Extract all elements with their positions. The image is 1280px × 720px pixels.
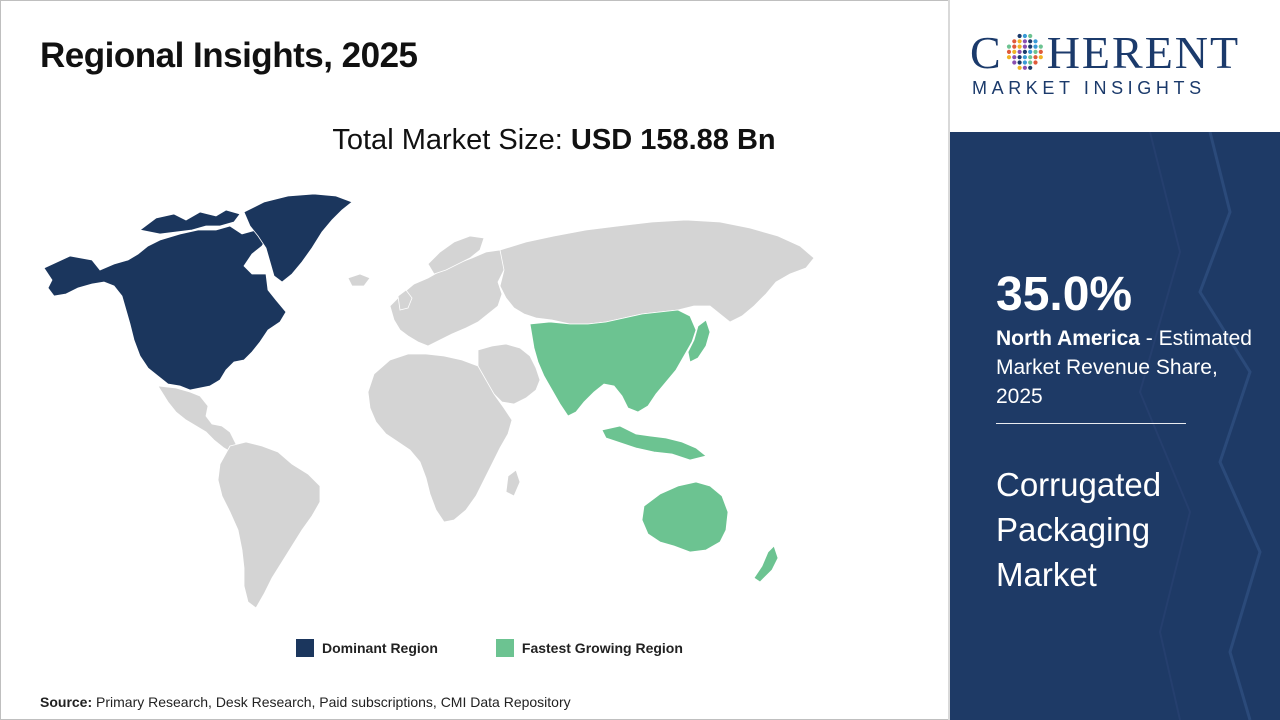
insight-panel: 35.0% North America - Estimated Market R… bbox=[950, 132, 1280, 720]
globe-dot bbox=[1017, 65, 1022, 70]
region-south-america bbox=[217, 441, 321, 609]
region-new-zealand bbox=[753, 545, 779, 583]
globe-dot bbox=[1033, 39, 1038, 44]
globe-dot bbox=[1017, 49, 1022, 54]
source-note: Source: Primary Research, Desk Research,… bbox=[40, 694, 571, 710]
globe-dot bbox=[1027, 39, 1032, 44]
panel-divider-line bbox=[996, 423, 1186, 424]
globe-dot bbox=[1017, 55, 1022, 60]
region-greenland bbox=[243, 193, 353, 283]
world-map bbox=[43, 193, 815, 609]
region-madagascar bbox=[505, 469, 521, 497]
globe-dot bbox=[1033, 55, 1038, 60]
region-russia bbox=[499, 219, 815, 325]
globe-dot bbox=[1006, 55, 1011, 60]
map-legend: Dominant Region Fastest Growing Region bbox=[296, 639, 741, 657]
region-mexico-central-america bbox=[157, 385, 243, 455]
globe-dot bbox=[1006, 44, 1011, 49]
globe-dot bbox=[1033, 60, 1038, 65]
globe-dot bbox=[1027, 44, 1032, 49]
share-region: North America bbox=[996, 327, 1140, 350]
source-label: Source: bbox=[40, 694, 93, 710]
region-japan bbox=[687, 319, 711, 363]
globe-dot bbox=[1017, 44, 1022, 49]
globe-dot bbox=[1027, 55, 1032, 60]
legend-item-fastest: Fastest Growing Region bbox=[495, 639, 683, 657]
globe-dot bbox=[1011, 39, 1017, 44]
source-text: Primary Research, Desk Research, Paid su… bbox=[92, 694, 571, 710]
globe-dot bbox=[1017, 39, 1022, 44]
globe-dot bbox=[1011, 60, 1017, 65]
panel-texture bbox=[1138, 132, 1262, 720]
globe-dot bbox=[1027, 33, 1032, 39]
market-name: Corrugated Packaging Market bbox=[996, 466, 1162, 593]
region-asia-pacific bbox=[529, 309, 697, 417]
legend-item-dominant: Dominant Region bbox=[296, 639, 438, 657]
globe-dot bbox=[1022, 55, 1027, 60]
globe-dot bbox=[1017, 60, 1022, 65]
region-north-america bbox=[43, 225, 287, 391]
market-size-value: USD 158.88 Bn bbox=[570, 124, 776, 156]
market-size-label: Total Market Size: bbox=[332, 124, 571, 156]
legend-label-fastest: Fastest Growing Region bbox=[521, 640, 683, 656]
legend-swatch-fastest bbox=[495, 639, 514, 657]
share-description: North America - Estimated Market Revenue… bbox=[996, 324, 1266, 411]
globe-dot bbox=[1027, 49, 1032, 54]
content-area: Regional Insights, 2025 Total Market Siz… bbox=[0, 36, 948, 710]
logo-wordmark: C HERENT bbox=[970, 30, 1240, 76]
legend-label-dominant: Dominant Region bbox=[322, 640, 438, 656]
region-africa bbox=[367, 353, 513, 523]
globe-dots-icon bbox=[1006, 33, 1043, 70]
globe-dot bbox=[1006, 49, 1011, 54]
region-arctic-islands bbox=[139, 209, 241, 235]
legend-swatch-dominant bbox=[296, 639, 314, 657]
globe-dot bbox=[1011, 49, 1017, 54]
globe-dot bbox=[1038, 49, 1043, 54]
region-southeast-asia-islands bbox=[601, 425, 707, 461]
globe-dot bbox=[1022, 49, 1027, 54]
market-size: Total Market Size: USD 158.88 Bn bbox=[0, 124, 948, 157]
logo: C HERENT MARKET INSIGHTS bbox=[950, 0, 1280, 132]
globe-dot bbox=[1022, 39, 1027, 44]
share-value: 35.0% bbox=[996, 268, 1133, 321]
globe-dot bbox=[1033, 49, 1038, 54]
panel-divider bbox=[948, 0, 950, 720]
share-desc-text: - Estimated Market Revenue Share, 2025 bbox=[996, 327, 1252, 408]
globe-dot bbox=[1022, 60, 1027, 65]
globe-dot bbox=[1033, 44, 1038, 49]
globe-dot bbox=[1022, 33, 1027, 39]
region-scandinavia bbox=[427, 235, 485, 275]
globe-dot bbox=[1011, 44, 1017, 49]
globe-dot bbox=[1011, 55, 1017, 60]
logo-letter-c: C bbox=[970, 27, 1003, 78]
globe-dot bbox=[1027, 65, 1032, 70]
globe-dot bbox=[1027, 60, 1032, 65]
region-australia bbox=[641, 481, 729, 553]
globe-dot bbox=[1022, 65, 1027, 70]
globe-dot bbox=[1017, 33, 1022, 39]
logo-tagline: MARKET INSIGHTS bbox=[972, 78, 1206, 98]
logo-letters-herent: HERENT bbox=[1046, 27, 1241, 78]
region-iceland bbox=[347, 273, 371, 287]
globe-dot bbox=[1038, 55, 1043, 60]
globe-dot bbox=[1038, 44, 1043, 49]
globe-dot bbox=[1022, 44, 1027, 49]
page-title: Regional Insights, 2025 bbox=[40, 36, 418, 75]
region-uk bbox=[397, 289, 413, 311]
